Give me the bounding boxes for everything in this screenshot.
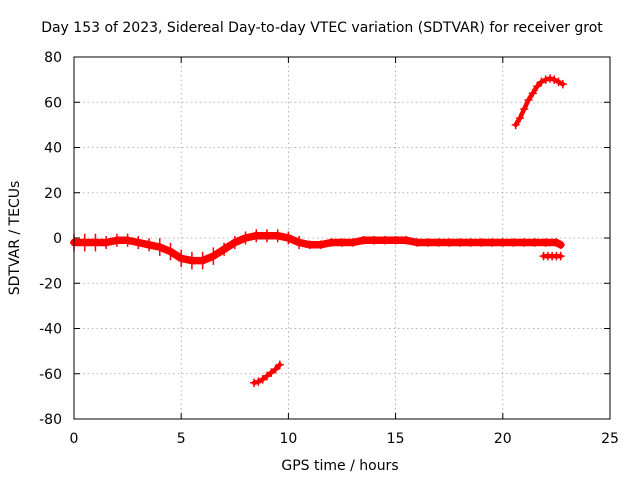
chart-title: Day 153 of 2023, Sidereal Day-to-day VTE… xyxy=(41,20,603,36)
y-tick-label: 0 xyxy=(53,231,62,247)
x-tick-label: 15 xyxy=(387,431,405,447)
x-axis-label: GPS time / hours xyxy=(281,458,398,474)
y-tick-label: -80 xyxy=(39,412,62,428)
y-tick-label: 80 xyxy=(44,50,62,66)
y-tick-label: -20 xyxy=(39,276,62,292)
x-tick-label: 0 xyxy=(70,431,79,447)
x-tick-label: 10 xyxy=(279,431,297,447)
y-tick-label: 60 xyxy=(44,95,62,111)
x-tick-label: 20 xyxy=(494,431,512,447)
x-tick-label: 25 xyxy=(601,431,619,447)
x-tick-label: 5 xyxy=(177,431,186,447)
y-tick-label: 40 xyxy=(44,141,62,157)
y-axis-label: SDTVAR / TECUs xyxy=(7,181,23,296)
series-secondary-right xyxy=(540,252,565,261)
chart: 0 5 10 15 20 25 -80 -60 -40 -20 0 20 40 60 80 Day 153 … xyxy=(0,0,640,480)
y-tick-label: -60 xyxy=(39,367,62,383)
y-tick-label: 20 xyxy=(44,186,62,202)
y-tick-label: -40 xyxy=(39,322,62,338)
